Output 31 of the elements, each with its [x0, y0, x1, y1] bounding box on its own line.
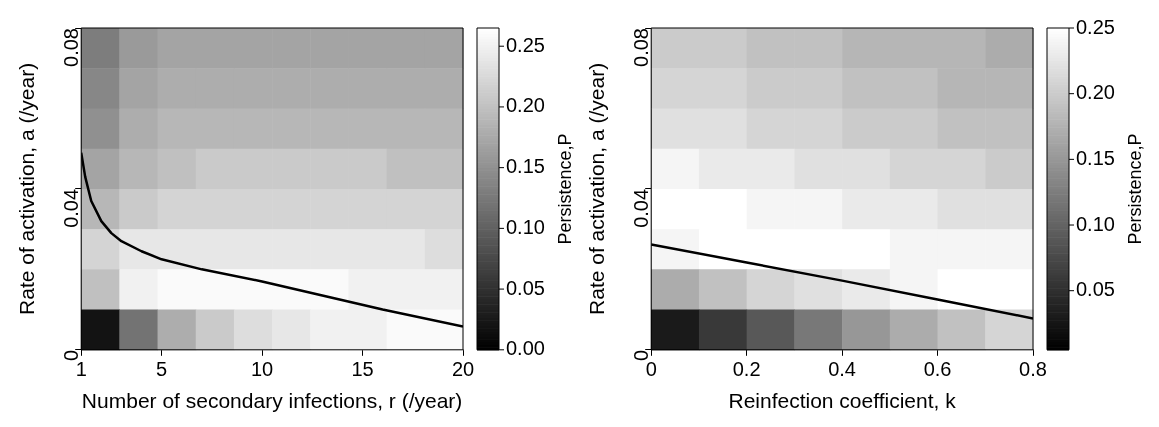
x-axis-title: Reinfection coefficient, k — [728, 389, 957, 413]
y-tick-label: 0 — [629, 349, 652, 361]
color-bar-label: 0.20 — [1076, 81, 1115, 104]
x-tick-label: 15 — [351, 358, 374, 381]
x-tick-label: 0.4 — [828, 358, 857, 381]
color-bar-label: 0.15 — [506, 155, 545, 178]
color-bar-title: Persistence,P — [554, 133, 575, 245]
color-bar-label: 0.25 — [506, 33, 545, 56]
x-tick-label: 0.2 — [732, 358, 761, 381]
y-tick-label: 0.04 — [629, 188, 652, 228]
x-tick-label: 0.6 — [923, 358, 952, 381]
color-bar-label: 0.10 — [1076, 212, 1115, 235]
color-bar-title: Persistence,P — [1124, 133, 1145, 245]
y-axis-title: Rate of activation, a (/year) — [585, 62, 609, 315]
x-axis-title: Number of secondary infections, r (/year) — [81, 389, 463, 413]
color-bar-label: 0.25 — [1076, 15, 1115, 38]
y-tick-label: 0.04 — [59, 188, 82, 228]
color-bar-label: 0.05 — [506, 276, 545, 299]
x-tick-label: 5 — [156, 358, 168, 381]
x-tick-label: 20 — [451, 358, 475, 381]
color-bar-label: 0.15 — [1076, 146, 1115, 169]
color-bar-label: 0.05 — [1076, 278, 1115, 301]
y-axis-title: Rate of activation, a (/year) — [15, 62, 39, 315]
y-tick-label: 0 — [59, 349, 82, 361]
y-tick-label: 0.08 — [59, 28, 82, 67]
color-bar-label: 0.10 — [506, 215, 545, 238]
y-tick-label: 0.08 — [629, 28, 652, 67]
x-tick-label: 0.8 — [1019, 358, 1047, 381]
x-tick-label: 10 — [250, 358, 274, 381]
color-bar-label: 0.20 — [506, 94, 545, 117]
color-bar-label: 0.00 — [506, 337, 545, 360]
